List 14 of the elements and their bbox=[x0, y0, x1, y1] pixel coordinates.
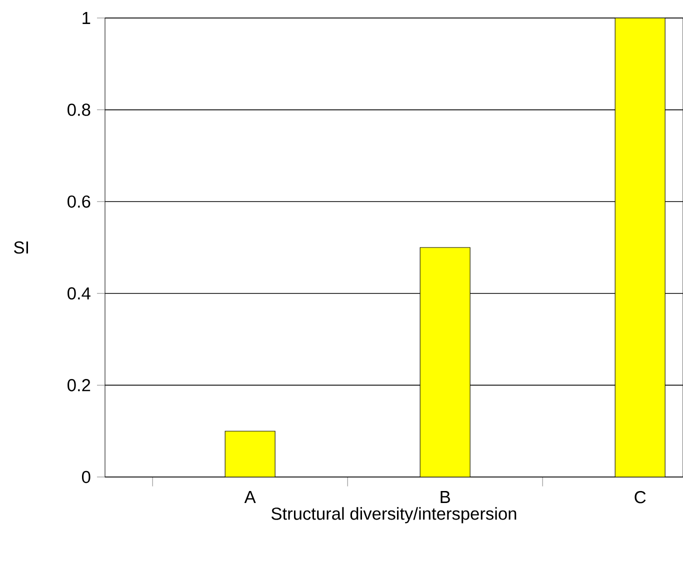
bar bbox=[224, 430, 276, 477]
x-tick-label: A bbox=[244, 491, 256, 503]
y-axis-title: SI bbox=[14, 241, 28, 254]
x-tick-label: B bbox=[440, 491, 450, 503]
y-tick-label: 0.8 bbox=[68, 104, 90, 116]
y-tick-label: 0 bbox=[82, 470, 90, 484]
bar bbox=[420, 247, 470, 477]
y-tick-label: 1 bbox=[82, 12, 90, 24]
x-tick-label: C bbox=[634, 491, 646, 504]
x-axis-title: Structural diversity/interspersion bbox=[271, 507, 516, 524]
y-tick-label: 0.6 bbox=[68, 195, 90, 208]
bar bbox=[614, 18, 666, 477]
y-tick-label: 0.4 bbox=[68, 287, 90, 300]
y-tick-label: 0.2 bbox=[68, 379, 90, 392]
